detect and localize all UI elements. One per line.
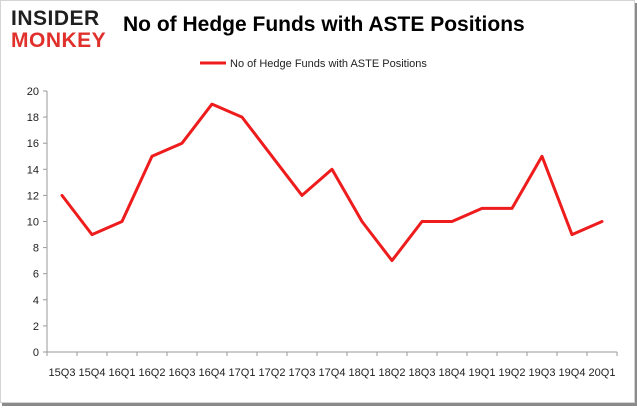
y-tick-label: 10	[27, 217, 39, 229]
x-tick-label: 19Q3	[529, 367, 556, 379]
y-tick-label: 16	[27, 138, 39, 150]
x-tick-label: 16Q1	[109, 367, 136, 379]
y-tick-label: 6	[33, 269, 39, 281]
chart-title: No of Hedge Funds with ASTE Positions	[123, 13, 525, 36]
x-tick-label: 16Q3	[169, 367, 196, 379]
y-tick-label: 8	[33, 243, 39, 255]
x-tick-label: 17Q4	[319, 367, 346, 379]
x-tick-label: 19Q4	[559, 367, 586, 379]
x-tick-label: 15Q4	[79, 367, 106, 379]
x-tick-label: 17Q1	[229, 367, 256, 379]
x-tick-label: 18Q4	[439, 367, 466, 379]
logo-line2: MONKEY	[11, 29, 107, 52]
y-tick-label: 20	[27, 86, 39, 98]
legend-label: No of Hedge Funds with ASTE Positions	[230, 58, 427, 70]
y-tick-label: 4	[33, 295, 39, 307]
axes	[46, 91, 617, 353]
x-tick-label: 19Q1	[469, 367, 496, 379]
y-tick-label: 18	[27, 112, 39, 124]
y-axis-ticks: 0 2 4 6 8 10 12 14 16 18 20	[27, 86, 47, 359]
x-tick-label: 17Q2	[259, 367, 286, 379]
x-tick-label: 18Q2	[379, 367, 406, 379]
x-tick-label: 15Q3	[49, 367, 76, 379]
x-tick-label: 18Q1	[349, 367, 376, 379]
y-tick-label: 2	[33, 321, 39, 333]
legend: No of Hedge Funds with ASTE Positions	[200, 58, 427, 70]
x-tick-label: 20Q1	[589, 367, 616, 379]
y-tick-label: 14	[27, 164, 39, 176]
y-tick-label: 0	[33, 347, 39, 359]
series-group	[60, 102, 604, 263]
x-tick-label: 19Q2	[499, 367, 526, 379]
x-axis-ticks: 15Q3 15Q4 16Q1 16Q2 16Q3 16Q4 17Q1 17Q2 17Q3 17Q4…	[46, 352, 618, 379]
y-tick-label: 12	[27, 190, 39, 202]
logo-line1: INSIDER	[11, 7, 100, 30]
x-tick-label: 18Q3	[409, 367, 436, 379]
series-line	[60, 102, 604, 263]
x-tick-label: 17Q3	[289, 367, 316, 379]
x-tick-label: 16Q2	[139, 367, 166, 379]
x-tick-label: 16Q4	[199, 367, 226, 379]
insider-monkey-logo: INSIDER MONKEY	[11, 7, 123, 53]
